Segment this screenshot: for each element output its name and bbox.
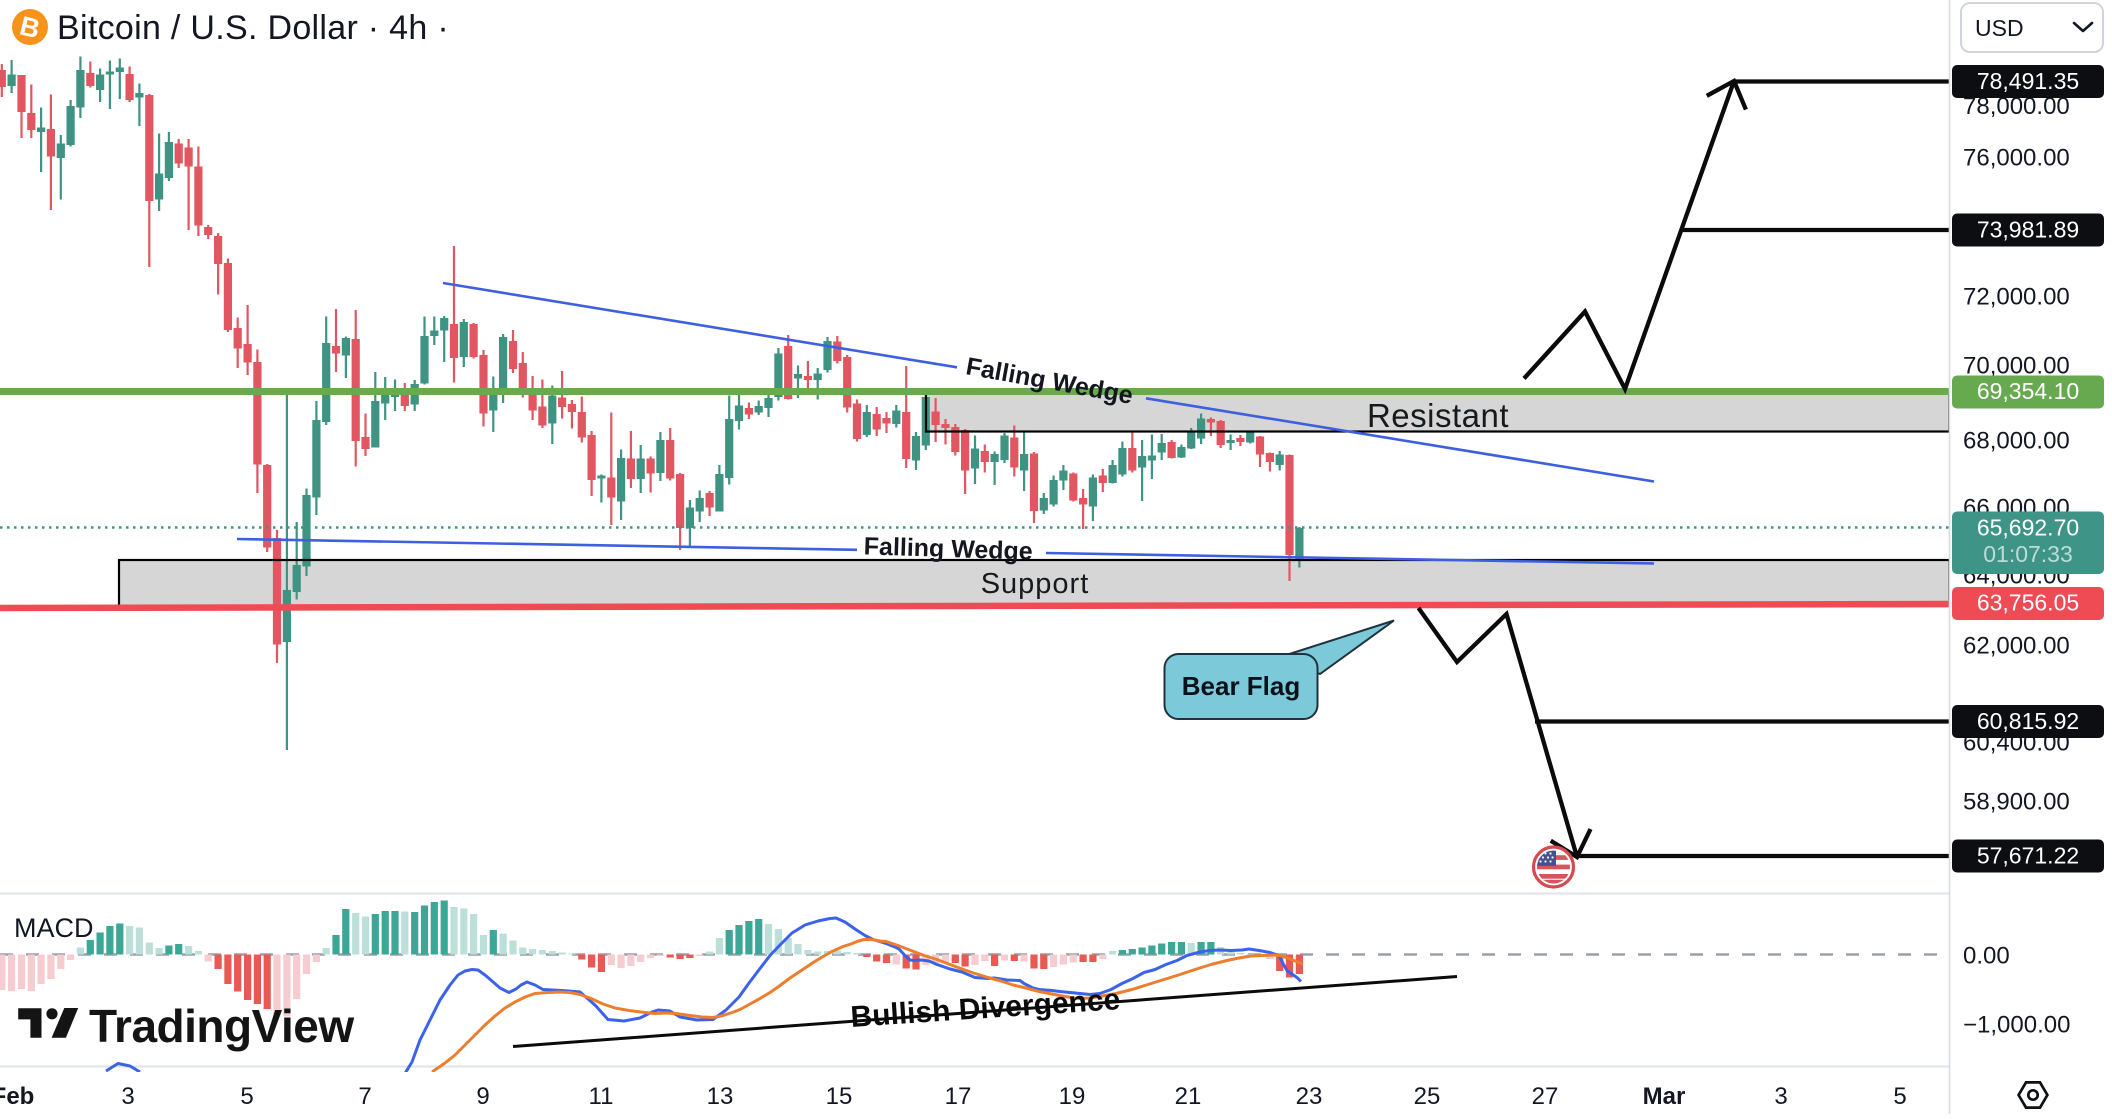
svg-text:65,692.70: 65,692.70 bbox=[1977, 515, 2079, 541]
svg-text:0.00: 0.00 bbox=[1963, 943, 2010, 970]
svg-text:Falling Wedge: Falling Wedge bbox=[863, 532, 1033, 565]
svg-text:9: 9 bbox=[476, 1083, 489, 1110]
svg-text:73,981.89: 73,981.89 bbox=[1977, 217, 2079, 243]
svg-text:63,756.05: 63,756.05 bbox=[1977, 590, 2079, 616]
svg-text:Support: Support bbox=[981, 568, 1090, 600]
svg-text:5: 5 bbox=[240, 1083, 253, 1110]
svg-text:70,000.00: 70,000.00 bbox=[1963, 353, 2070, 380]
svg-text:69,354.10: 69,354.10 bbox=[1977, 378, 2079, 404]
svg-text:25: 25 bbox=[1414, 1083, 1441, 1110]
svg-text:Bear Flag: Bear Flag bbox=[1182, 671, 1301, 701]
svg-text:57,671.22: 57,671.22 bbox=[1977, 843, 2079, 869]
svg-text:68,000.00: 68,000.00 bbox=[1963, 428, 2070, 455]
svg-text:76,000.00: 76,000.00 bbox=[1963, 145, 2070, 172]
svg-text:62,000.00: 62,000.00 bbox=[1963, 633, 2070, 660]
svg-text:Bitcoin / U.S. Dollar · 4h ·: Bitcoin / U.S. Dollar · 4h · bbox=[57, 9, 449, 47]
svg-text:13: 13 bbox=[707, 1083, 734, 1110]
svg-text:78,491.35: 78,491.35 bbox=[1977, 68, 2079, 94]
svg-text:72,000.00: 72,000.00 bbox=[1963, 284, 2070, 311]
svg-text:01:07:33: 01:07:33 bbox=[1983, 541, 2073, 567]
svg-text:3: 3 bbox=[121, 1083, 134, 1110]
svg-text:7: 7 bbox=[358, 1083, 371, 1110]
svg-text:11: 11 bbox=[589, 1083, 614, 1110]
svg-text:21: 21 bbox=[1175, 1083, 1202, 1110]
svg-text:27: 27 bbox=[1532, 1083, 1559, 1110]
svg-text:17: 17 bbox=[945, 1083, 972, 1110]
svg-text:23: 23 bbox=[1296, 1083, 1323, 1110]
svg-text:60,815.92: 60,815.92 bbox=[1977, 708, 2079, 734]
svg-text:Feb: Feb bbox=[0, 1083, 34, 1110]
svg-text:USD: USD bbox=[1975, 15, 2024, 41]
svg-text:MACD: MACD bbox=[14, 913, 94, 943]
svg-text:19: 19 bbox=[1059, 1083, 1086, 1110]
svg-text:3: 3 bbox=[1774, 1083, 1787, 1110]
svg-text:5: 5 bbox=[1893, 1083, 1906, 1110]
svg-text:15: 15 bbox=[826, 1083, 853, 1110]
svg-text:TradingView: TradingView bbox=[89, 1000, 354, 1052]
svg-text:−1,000.00: −1,000.00 bbox=[1963, 1012, 2070, 1039]
svg-text:Mar: Mar bbox=[1643, 1083, 1686, 1110]
svg-text:58,900.00: 58,900.00 bbox=[1963, 789, 2070, 816]
svg-text:Resistant: Resistant bbox=[1367, 397, 1509, 434]
